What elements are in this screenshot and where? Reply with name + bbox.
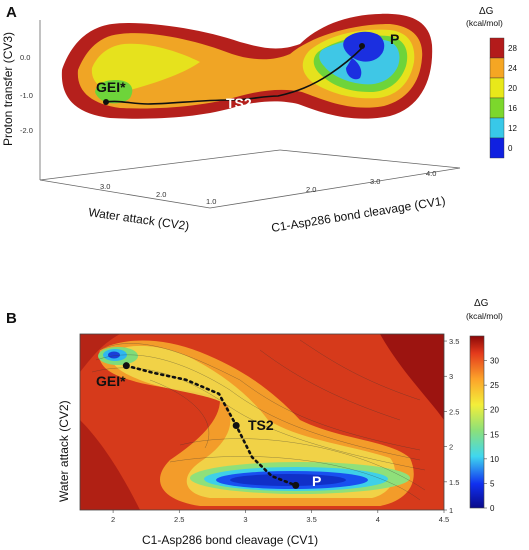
z-tick-2: -2.0 (20, 126, 33, 135)
colorbar-b-tick-5: 5 (490, 479, 495, 488)
colorbar-a-tick-24: 24 (508, 64, 517, 73)
z-tick-1: -1.0 (20, 91, 33, 100)
colorbar-b-unit: (kcal/mol) (466, 311, 503, 321)
colorbar-a-tick-12: 12 (508, 124, 517, 133)
point-p (292, 481, 300, 489)
annotation-a-ts2: TS2 (226, 95, 252, 111)
annotation-b-ts2: TS2 (248, 417, 274, 433)
y-tick-b-3: 3 (449, 372, 453, 381)
colorbar-b-tick-20: 20 (490, 406, 499, 415)
colorbar-a-tick-20: 20 (508, 84, 517, 93)
y-tick-b-3.5: 3.5 (449, 337, 459, 346)
ticks-b: 2 2.5 3 3.5 4 4.51 1.5 2 2.5 3 3.5 (111, 337, 459, 524)
reaction-path-line (125, 364, 298, 487)
x-tick-b-4.5: 4.5 (439, 515, 449, 524)
x-tick-b-3: 3 (243, 515, 247, 524)
x-tick-a-1: 3.0 (370, 177, 380, 186)
surface-path (105, 47, 363, 105)
surface-level-20 (91, 43, 200, 92)
reaction-path-b (122, 362, 300, 489)
panel-a-surface (61, 13, 433, 119)
colorbar-a-swatch-20 (489, 77, 505, 99)
annotation-a-gei: GEI* (96, 79, 126, 95)
y-tick-b-1: 1 (449, 506, 453, 515)
surface-level-16 (95, 80, 133, 104)
surface-gei-point (103, 99, 109, 105)
colorbar-a-swatch-0 (489, 137, 505, 159)
colorbar-a-tick-28: 28 (508, 44, 517, 53)
colorbar-b-tick-30: 30 (490, 357, 499, 366)
axis-label-cv3: Proton transfer (CV3) (1, 32, 15, 146)
y-tick-b-1.5: 1.5 (449, 478, 459, 487)
colorbar-b-title: ΔG (474, 298, 489, 309)
colorbar-b-tick-25: 25 (490, 381, 499, 390)
point-ts2 (232, 422, 240, 430)
colorbar-b-tick-0: 0 (490, 504, 495, 513)
plot-frame-b (79, 333, 445, 511)
y-tick-a-0: 3.0 (100, 182, 110, 191)
x-tick-b-2: 2 (111, 515, 115, 524)
axis-label-a-cv2: Water attack (CV2) (88, 205, 191, 233)
colorbar-a-tick-0: 0 (508, 144, 513, 153)
panel-a-3d-frame (39, 20, 461, 209)
panel-label-a: A (6, 4, 17, 21)
colorbar-a-title: ΔG (479, 6, 494, 17)
axis-label-b-cv2: Water attack (CV2) (57, 400, 71, 502)
annotation-a-p: P (390, 31, 399, 47)
colorbar-a-swatch-28 (489, 37, 505, 59)
x-tick-b-3.5: 3.5 (306, 515, 316, 524)
y-tick-a-2: 1.0 (206, 197, 216, 206)
colorbar-a-unit: (kcal/mol) (466, 18, 503, 28)
annotation-b-gei: GEI* (96, 373, 126, 389)
colorbar-a-swatch-12 (489, 117, 505, 139)
colorbar-b (469, 335, 485, 509)
axis-label-a-cv1: C1-Asp286 bond cleavage (CV1) (270, 194, 446, 235)
x-tick-b-2.5: 2.5 (174, 515, 184, 524)
y-tick-a-1: 2.0 (156, 190, 166, 199)
heatmap-b (80, 334, 444, 510)
y-tick-b-2.5: 2.5 (449, 407, 459, 416)
x-tick-a-2: 4.0 (426, 169, 436, 178)
colorbar-a-swatch-24 (489, 57, 505, 79)
point-gei (122, 362, 130, 370)
colorbar-b-tick-10: 10 (490, 455, 499, 464)
colorbar-b-ticks: 0 5 10 15 20 25 30 (484, 357, 499, 513)
surface-p-point (359, 43, 365, 49)
colorbar-a: 28 24 20 16 12 0 (489, 37, 517, 159)
annotation-b-p: P (312, 473, 321, 489)
panel-label-b: B (6, 310, 17, 327)
axis-label-b-cv1: C1-Asp286 bond cleavage (CV1) (142, 533, 318, 547)
colorbar-b-tick-15: 15 (490, 430, 499, 439)
x-tick-a-0: 2.0 (306, 185, 316, 194)
colorbar-a-tick-16: 16 (508, 104, 517, 113)
colorbar-a-swatch-16 (489, 97, 505, 119)
y-tick-b-2: 2 (449, 443, 453, 452)
x-tick-b-4: 4 (376, 515, 380, 524)
surface-dark-blue-tail (346, 58, 362, 80)
z-tick-0: 0.0 (20, 53, 30, 62)
